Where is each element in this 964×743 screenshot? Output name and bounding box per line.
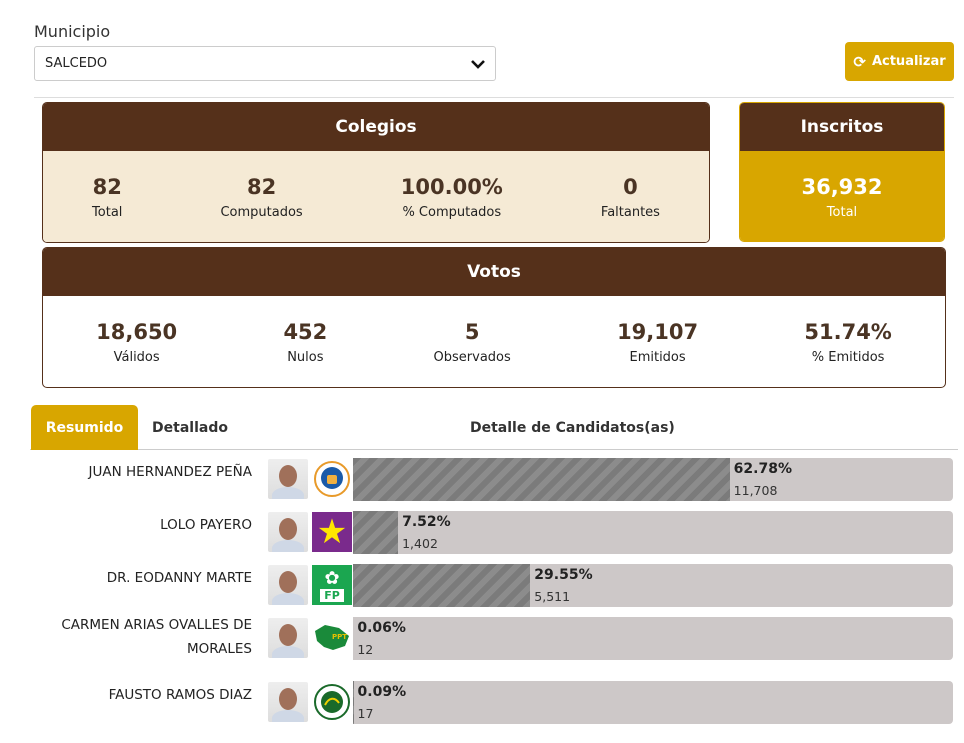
- vote-count: 17: [357, 706, 374, 721]
- colegios-title: Colegios: [43, 103, 709, 151]
- stat-observados: 5 Observados: [433, 319, 511, 365]
- vote-bar-fill: [353, 458, 730, 501]
- stat-faltantes: 0 Faltantes: [600, 174, 660, 220]
- tab-resumido[interactable]: Resumido: [31, 405, 138, 450]
- municipio-label: Municipio: [34, 22, 111, 41]
- detail-title: Detalle de Candidatos(as): [470, 419, 675, 436]
- candidate-photo: [268, 565, 308, 605]
- candidate-photo: [268, 459, 308, 499]
- candidate-name: JUAN HERNANDEZ PEÑA: [88, 464, 252, 480]
- vote-percent: 7.52%: [402, 514, 451, 530]
- vote-count: 5,511: [534, 589, 571, 604]
- vote-count: 1,402: [402, 536, 438, 551]
- municipio-selected: SALCEDO: [45, 56, 108, 71]
- vote-bar-fill: [353, 681, 354, 724]
- vote-bar: 7.52% 1,402: [353, 511, 953, 554]
- vote-bar-fill: [353, 511, 399, 554]
- party-logo-icon: ★: [312, 512, 352, 552]
- stat-%-emitidos: 51.74%% Emitidos: [804, 319, 892, 365]
- stat-computados: 82 Computados: [220, 174, 303, 220]
- stat-nulos: 452 Nulos: [283, 319, 328, 365]
- candidate-name: DR. EODANNY MARTE: [106, 570, 252, 586]
- vote-count: 12: [357, 642, 374, 657]
- divider: [34, 97, 954, 98]
- refresh-icon: ⟳: [853, 52, 866, 71]
- stat: 36,932 Total: [801, 174, 883, 220]
- refresh-button[interactable]: ⟳ Actualizar: [845, 42, 954, 81]
- party-logo-icon: ✿ FP: [312, 565, 352, 605]
- chevron-down-icon: [471, 59, 485, 69]
- vote-bar: 0.06% 12: [353, 617, 953, 660]
- candidate-photo: [268, 618, 308, 658]
- stat-emitidos: 19,107 Emitidos: [617, 319, 699, 365]
- tab-detallado[interactable]: Detallado: [152, 419, 228, 436]
- party-logo-icon: PPT: [312, 618, 352, 658]
- inscritos-title: Inscritos: [740, 103, 944, 151]
- vote-percent: 29.55%: [534, 567, 593, 583]
- votos-card: Votos 18,650 Válidos 452 Nulos 5 Observados 19…: [42, 247, 946, 388]
- vote-percent: 62.78%: [733, 461, 792, 477]
- vote-bar-fill: [353, 564, 531, 607]
- colegios-card: Colegios 82 Total 82 Computados 100.00%% Com…: [42, 102, 710, 243]
- candidate-photo: [268, 682, 308, 722]
- tabs: Resumido Detallado Detalle de Candidatos…: [30, 405, 958, 450]
- vote-count: 11,708: [733, 483, 778, 498]
- candidate-name: CARMEN ARIAS OVALLES DE MORALES: [61, 617, 252, 657]
- inscritos-card: Inscritos 36,932 Total: [739, 102, 945, 242]
- vote-bar: 62.78% 11,708: [353, 458, 953, 501]
- vote-bar: 0.09% 17: [353, 681, 953, 724]
- votos-title: Votos: [43, 248, 945, 296]
- vote-percent: 0.06%: [357, 620, 406, 636]
- stat-%-computados: 100.00%% Computados: [400, 174, 503, 220]
- candidate-photo: [268, 512, 308, 552]
- party-logo-icon: [312, 459, 352, 499]
- vote-percent: 0.09%: [357, 684, 407, 700]
- municipio-select[interactable]: SALCEDO: [34, 46, 496, 81]
- stat-válidos: 18,650 Válidos: [96, 319, 178, 365]
- stat-total: 82 Total: [92, 174, 123, 220]
- candidate-name: LOLO PAYERO: [160, 517, 252, 533]
- vote-bar: 29.55% 5,511: [353, 564, 953, 607]
- candidate-name: FAUSTO RAMOS DIAZ: [108, 687, 252, 703]
- svg-text:PPT: PPT: [332, 633, 347, 641]
- party-logo-icon: [312, 682, 352, 722]
